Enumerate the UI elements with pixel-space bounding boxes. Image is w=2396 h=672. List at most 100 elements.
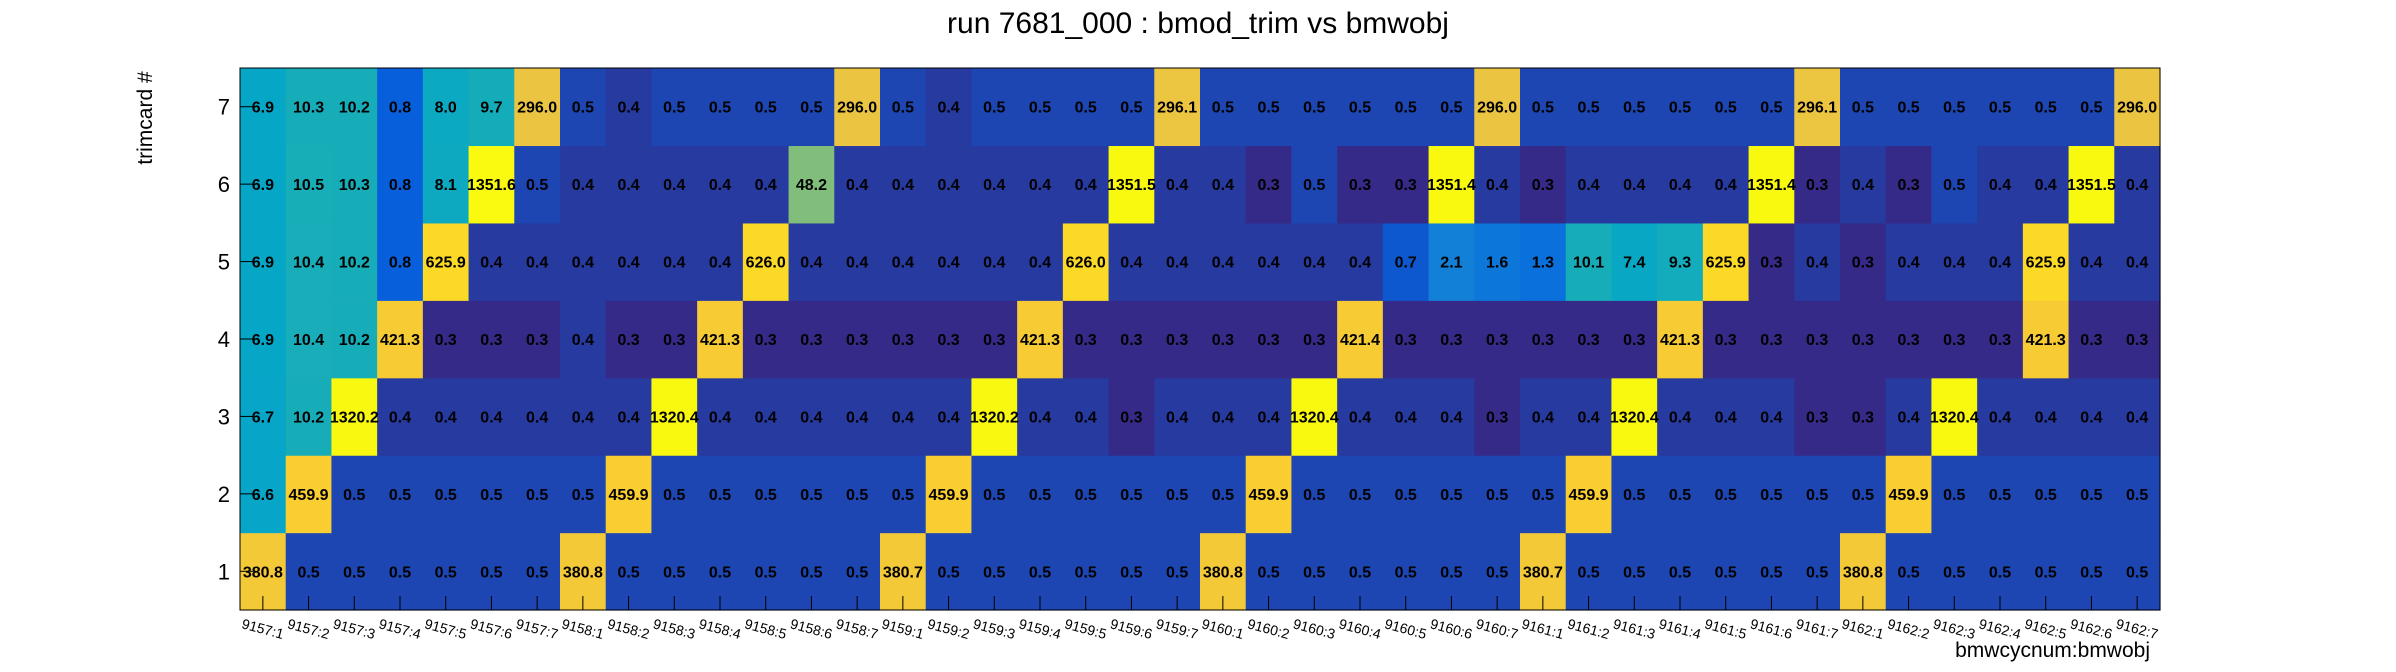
cell-value-label: 0.5: [1395, 487, 1417, 504]
cell-value-label: 0.3: [755, 332, 777, 349]
heatmap-cell: [1017, 300, 1064, 379]
cell-value-label: 0.5: [2035, 564, 2057, 581]
heatmap-cell: [1748, 222, 1795, 301]
cell-value-label: 0.4: [1029, 177, 1051, 194]
heatmap-cell: [1520, 300, 1567, 379]
cell-value-label: 0.5: [1303, 100, 1325, 117]
cell-value-label: 0.4: [1395, 409, 1417, 426]
heatmap-cell: [1565, 455, 1613, 534]
heatmap-cell: [2022, 222, 2070, 301]
cell-value-label: 6.9: [252, 100, 274, 117]
cell-value-label: 0.4: [2080, 255, 2102, 272]
cell-value-label: 0.3: [1806, 409, 1828, 426]
heatmap-cell: [1657, 222, 1704, 301]
heatmap-cell: [285, 222, 333, 301]
heatmap-cell: [560, 455, 607, 534]
heatmap-cell: [971, 455, 1018, 534]
x-tick-label: 9161:2: [1566, 615, 1612, 642]
cell-value-label: 459.9: [1249, 487, 1289, 504]
cell-value-label: 0.4: [2126, 409, 2148, 426]
cell-value-label: 0.8: [389, 177, 411, 194]
cell-value-label: 296.0: [1477, 100, 1517, 117]
heatmap-cell: [834, 68, 881, 147]
heatmap-cell: [1611, 68, 1658, 147]
cell-value-label: 0.5: [1760, 564, 1782, 581]
heatmap-cell: [331, 377, 378, 456]
cell-value-label: 0.3: [1760, 255, 1782, 272]
cell-value-label: 0.3: [2080, 332, 2102, 349]
cell-value-label: 0.4: [755, 409, 777, 426]
heatmap-cell: [1108, 145, 1155, 224]
heatmap-cell: [468, 455, 515, 534]
cell-value-label: 0.4: [937, 255, 959, 272]
cell-value-label: 0.5: [1989, 564, 2011, 581]
heatmap-cell: [331, 455, 378, 534]
heatmap-cell: [1017, 145, 1064, 224]
heatmap-cell: [1840, 377, 1887, 456]
cell-value-label: 0.5: [1532, 487, 1554, 504]
cell-value-label: 0.5: [1943, 564, 1965, 581]
cell-value-label: 0.3: [1852, 332, 1874, 349]
heatmap-cell: [1428, 222, 1475, 301]
cell-value-label: 0.4: [1669, 409, 1691, 426]
cell-value-label: 380.7: [883, 564, 923, 581]
heatmap-cell: [1245, 300, 1293, 379]
heatmap-cell: [651, 68, 698, 147]
heatmap-cell: [1565, 222, 1613, 301]
cell-value-label: 0.5: [1166, 487, 1188, 504]
heatmap-cell: [1474, 455, 1521, 534]
cell-value-label: 0.4: [983, 255, 1005, 272]
x-tick-label: 9160:7: [1474, 615, 1520, 642]
cell-value-label: 0.4: [983, 177, 1005, 194]
cell-value-label: 0.4: [1760, 409, 1782, 426]
cell-value-label: 1320.4: [1930, 409, 1979, 426]
cell-value-label: 459.9: [289, 487, 329, 504]
heatmap-cell: [1611, 377, 1658, 456]
heatmap-cell: [788, 377, 835, 456]
cell-value-label: 0.3: [1806, 177, 1828, 194]
cell-value-label: 0.4: [480, 255, 502, 272]
y-tick-label: 5: [218, 250, 230, 275]
heatmap-cell: [514, 455, 561, 534]
cell-value-label: 0.3: [1532, 332, 1554, 349]
heatmap-cell: [788, 300, 835, 379]
heatmap-cell: [742, 300, 790, 379]
cell-value-label: 0.8: [389, 255, 411, 272]
cell-value-label: 0.4: [892, 409, 914, 426]
cell-value-label: 0.4: [572, 177, 594, 194]
cell-value-label: 0.4: [435, 409, 457, 426]
heatmap-cell: [788, 455, 835, 534]
heatmap-cell: [1931, 68, 1978, 147]
x-tick-label: 9159:2: [926, 615, 972, 642]
cell-value-label: 1351.5: [2067, 177, 2116, 194]
cell-value-label: 625.9: [2026, 255, 2066, 272]
cell-value-label: 0.3: [846, 332, 868, 349]
cell-value-label: 0.5: [435, 487, 457, 504]
heatmap-cell: [1337, 300, 1384, 379]
cell-value-label: 0.4: [617, 177, 639, 194]
heatmap-cell: [697, 145, 744, 224]
heatmap-cell: [742, 455, 790, 534]
cell-value-label: 421.3: [380, 332, 420, 349]
cell-value-label: 48.2: [796, 177, 827, 194]
heatmap-cell: [1108, 300, 1155, 379]
heatmap-cell: [1428, 68, 1475, 147]
heatmap-cell: [1017, 377, 1064, 456]
heatmap-cell: [285, 300, 333, 379]
cell-value-label: 0.3: [1120, 332, 1142, 349]
heatmap-cell: [1977, 145, 2024, 224]
heatmap-cell: [834, 300, 881, 379]
cell-value-label: 0.3: [1212, 332, 1234, 349]
cell-value-label: 0.5: [663, 564, 685, 581]
cell-value-label: 459.9: [609, 487, 649, 504]
heatmap-cell: [1702, 222, 1750, 301]
cell-value-label: 0.5: [1075, 487, 1097, 504]
heatmap-cell: [560, 145, 607, 224]
cell-value-label: 0.4: [1212, 177, 1234, 194]
cell-value-label: 0.4: [937, 100, 959, 117]
heatmap-cell: [1337, 222, 1384, 301]
cell-value-label: 421.3: [1660, 332, 1700, 349]
heatmap-cell: [1062, 455, 1110, 534]
cell-value-label: 0.5: [1852, 487, 1874, 504]
heatmap-cell: [1931, 300, 1978, 379]
